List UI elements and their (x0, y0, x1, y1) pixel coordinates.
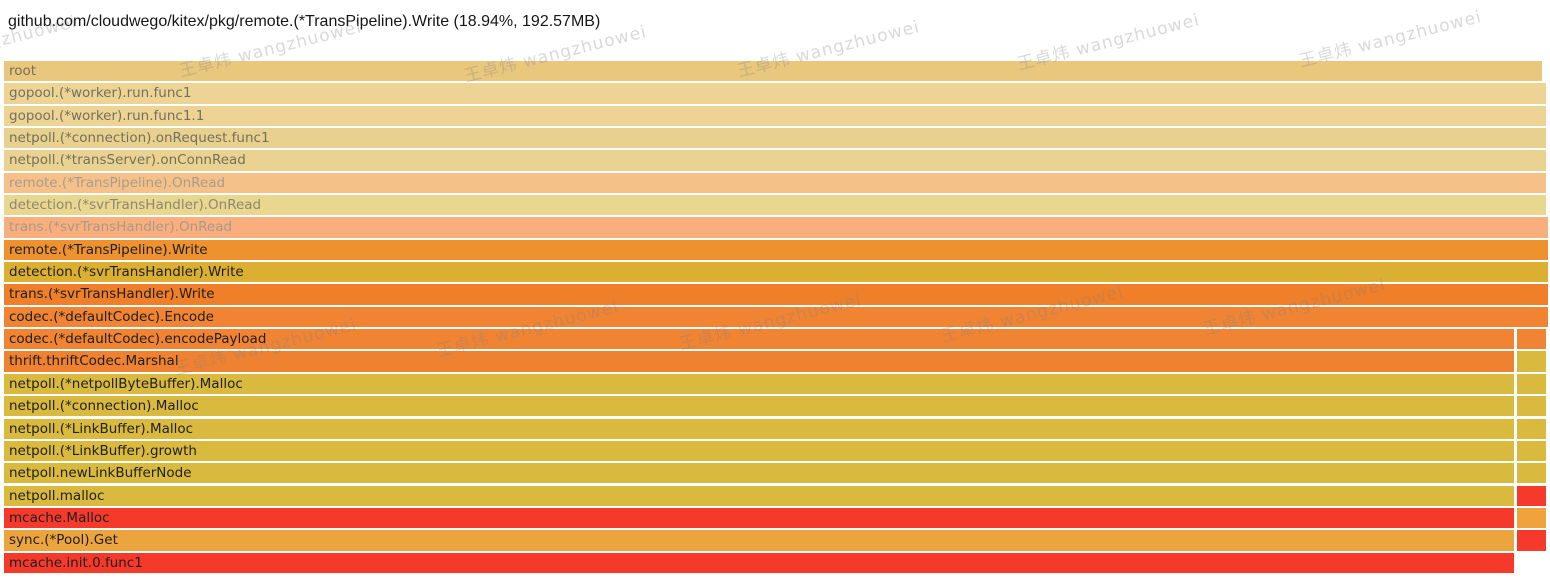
flame-frame-sibling[interactable] (1517, 351, 1546, 372)
flame-frame-sibling[interactable] (1517, 463, 1546, 484)
flame-row: sync.(*Pool).Get (0, 530, 1550, 551)
flame-row: netpoll.(*netpollByteBuffer).Malloc (0, 373, 1550, 395)
flame-frame-sibling[interactable] (1517, 396, 1546, 417)
flame-row: netpoll.(*LinkBuffer).growth (0, 440, 1550, 462)
flame-row: mcache.Malloc (0, 507, 1550, 529)
flame-frame-gopool.(*worker).run.func1.1[interactable]: gopool.(*worker).run.func1.1 (4, 105, 1546, 126)
flame-frame-netpoll.(*connection).onRequest.func1[interactable]: netpoll.(*connection).onRequest.func1 (4, 128, 1546, 149)
flame-row: netpoll.malloc (0, 485, 1550, 506)
flame-row: netpoll.(*LinkBuffer).Malloc (0, 418, 1550, 439)
flame-frame-mcache.init.0.func1[interactable]: mcache.init.0.func1 (4, 552, 1514, 573)
flame-row: netpoll.(*connection).onRequest.func1 (0, 128, 1550, 149)
flame-row: trans.(*svrTransHandler).Write (0, 284, 1550, 305)
flame-row: gopool.(*worker).run.func1 (0, 83, 1550, 104)
flame-frame-netpoll.(*LinkBuffer).growth[interactable]: netpoll.(*LinkBuffer).growth (4, 440, 1514, 462)
flame-frame-netpoll.(*LinkBuffer).Malloc[interactable]: netpoll.(*LinkBuffer).Malloc (4, 418, 1514, 439)
flame-row: codec.(*defaultCodec).Encode (0, 306, 1550, 328)
flame-rows: root gopool.(*worker).run.func1 gopool.(*w… (0, 61, 1550, 573)
flame-frame-gopool.(*worker).run.func1[interactable]: gopool.(*worker).run.func1 (4, 83, 1546, 104)
flame-frame-sibling[interactable] (1517, 530, 1546, 551)
flame-row: netpoll.(*transServer).onConnRead (0, 150, 1550, 171)
flame-row: remote.(*TransPipeline).Write (0, 239, 1550, 261)
flame-frame-sibling[interactable] (1517, 507, 1546, 529)
flame-frame-sibling[interactable] (1517, 485, 1546, 506)
flame-frame-trans.(*svrTransHandler).OnRead[interactable]: trans.(*svrTransHandler).OnRead (4, 217, 1548, 238)
flame-row: root (0, 61, 1550, 82)
flame-frame-netpoll.(*transServer).onConnRead[interactable]: netpoll.(*transServer).onConnRead (4, 150, 1546, 171)
flame-frame-detection.(*svrTransHandler).Write[interactable]: detection.(*svrTransHandler).Write (4, 262, 1548, 283)
flame-frame-sibling[interactable] (1517, 373, 1546, 395)
flame-row: netpoll.newLinkBufferNode (0, 463, 1550, 484)
flame-frame-netpoll.newLinkBufferNode[interactable]: netpoll.newLinkBufferNode (4, 463, 1514, 484)
flame-frame-sibling[interactable] (1517, 329, 1546, 350)
flame-row: mcache.init.0.func1 (0, 552, 1550, 573)
flame-row: detection.(*svrTransHandler).Write (0, 262, 1550, 283)
flame-frame-codec.(*defaultCodec).encodePayload[interactable]: codec.(*defaultCodec).encodePayload (4, 329, 1514, 350)
flame-frame-netpoll.malloc[interactable]: netpoll.malloc (4, 485, 1514, 506)
flame-frame-remote.(*TransPipeline).OnRead[interactable]: remote.(*TransPipeline).OnRead (4, 172, 1546, 194)
flame-row: trans.(*svrTransHandler).OnRead (0, 217, 1550, 238)
flame-frame-root[interactable]: root (4, 61, 1542, 82)
flame-frame-remote.(*TransPipeline).Write[interactable]: remote.(*TransPipeline).Write (4, 239, 1548, 261)
flame-frame-mcache.Malloc[interactable]: mcache.Malloc (4, 507, 1514, 529)
flame-row: detection.(*svrTransHandler).OnRead (0, 195, 1550, 216)
flame-frame-sibling[interactable] (1517, 418, 1546, 439)
flame-row: netpoll.(*connection).Malloc (0, 396, 1550, 417)
flame-frame-sibling[interactable] (1517, 440, 1546, 462)
flame-frame-codec.(*defaultCodec).Encode[interactable]: codec.(*defaultCodec).Encode (4, 306, 1548, 328)
flame-frame-thrift.thriftCodec.Marshal[interactable]: thrift.thriftCodec.Marshal (4, 351, 1514, 372)
flame-frame-netpoll.(*connection).Malloc[interactable]: netpoll.(*connection).Malloc (4, 396, 1514, 417)
selected-frame-title: github.com/cloudwego/kitex/pkg/remote.(*… (8, 13, 601, 30)
flame-frame-sync.(*Pool).Get[interactable]: sync.(*Pool).Get (4, 530, 1514, 551)
flame-row: thrift.thriftCodec.Marshal (0, 351, 1550, 372)
flame-row: remote.(*TransPipeline).OnRead (0, 172, 1550, 194)
flame-frame-trans.(*svrTransHandler).Write[interactable]: trans.(*svrTransHandler).Write (4, 284, 1548, 305)
flame-frame-detection.(*svrTransHandler).OnRead[interactable]: detection.(*svrTransHandler).OnRead (4, 195, 1546, 216)
flame-row: gopool.(*worker).run.func1.1 (0, 105, 1550, 126)
flame-frame-netpoll.(*netpollByteBuffer).Malloc[interactable]: netpoll.(*netpollByteBuffer).Malloc (4, 373, 1514, 395)
flame-row: codec.(*defaultCodec).encodePayload (0, 329, 1550, 350)
